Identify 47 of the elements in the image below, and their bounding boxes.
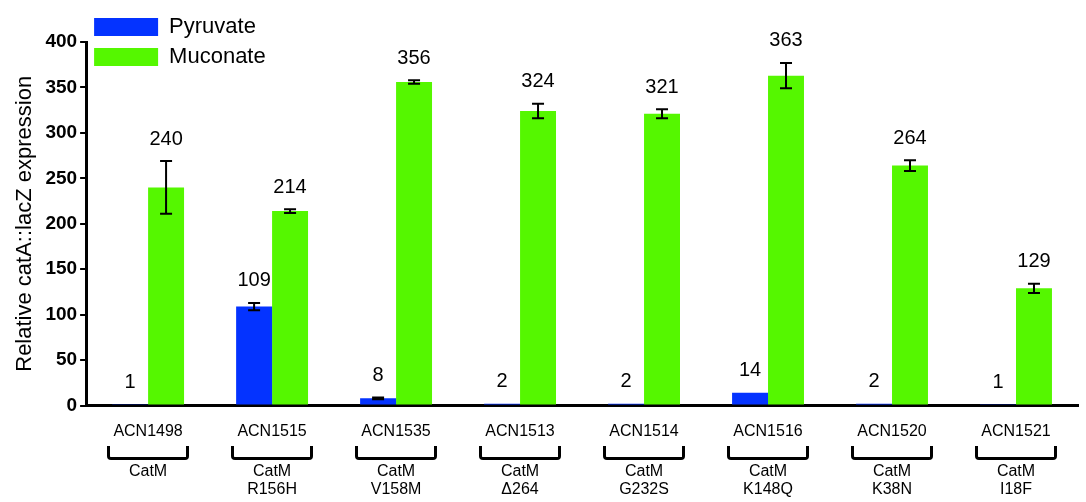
y-axis-title: Relative catA::lacZ expression [11, 75, 37, 372]
category-label: ACN1521 CatM I18F [981, 422, 1051, 497]
y-tick-label: 0 [66, 393, 78, 415]
data-label: 214 [273, 174, 307, 197]
data-label: 324 [521, 69, 555, 92]
y-tick-label: 250 [45, 166, 78, 188]
category-label: ACN1535 CatM V158M [361, 422, 431, 497]
category-label: ACN1514 CatM G232S [609, 422, 679, 497]
y-tick-label: 350 [45, 75, 78, 97]
data-label: 264 [893, 125, 927, 148]
y-tick-label: 100 [45, 302, 78, 324]
y-tick-label: 50 [55, 348, 78, 370]
category-label: ACN1516 CatM K148Q [733, 422, 803, 497]
data-label: 129 [1017, 249, 1051, 272]
data-label: 321 [645, 74, 679, 97]
data-label: 8 [372, 362, 384, 385]
data-label: 1 [992, 370, 1004, 393]
y-tick-label: 150 [45, 257, 78, 279]
y-tick-label: 300 [45, 121, 78, 143]
data-label: 14 [738, 358, 762, 381]
bar [644, 113, 680, 405]
bar [768, 75, 804, 405]
bar [892, 165, 928, 405]
y-tick-label: 200 [45, 212, 78, 234]
bar [1016, 288, 1052, 405]
bar [360, 398, 397, 405]
y-tick-label: 400 [45, 30, 78, 52]
category-label: ACN1515 CatM R156H [237, 422, 307, 497]
legend-label: Pyruvate [169, 13, 256, 39]
category-label: ACN1520 CatM K38N [857, 422, 927, 497]
data-label: 109 [237, 268, 271, 291]
category-label: ACN1513 CatM Δ264 [485, 422, 555, 497]
data-label: 2 [496, 369, 508, 392]
data-label: 2 [620, 369, 632, 392]
bar [148, 187, 185, 405]
data-label: 240 [149, 126, 183, 149]
data-label: 363 [769, 28, 803, 51]
data-label: 356 [397, 45, 431, 68]
category-label: ACN1498 CatM [113, 422, 183, 479]
bar [272, 211, 309, 405]
bar [396, 82, 433, 405]
data-label: 1 [124, 370, 136, 393]
bar [732, 392, 769, 405]
bar [236, 306, 273, 405]
data-label: 2 [868, 369, 880, 392]
bar [520, 111, 557, 405]
legend-label: Muconate [169, 43, 266, 69]
